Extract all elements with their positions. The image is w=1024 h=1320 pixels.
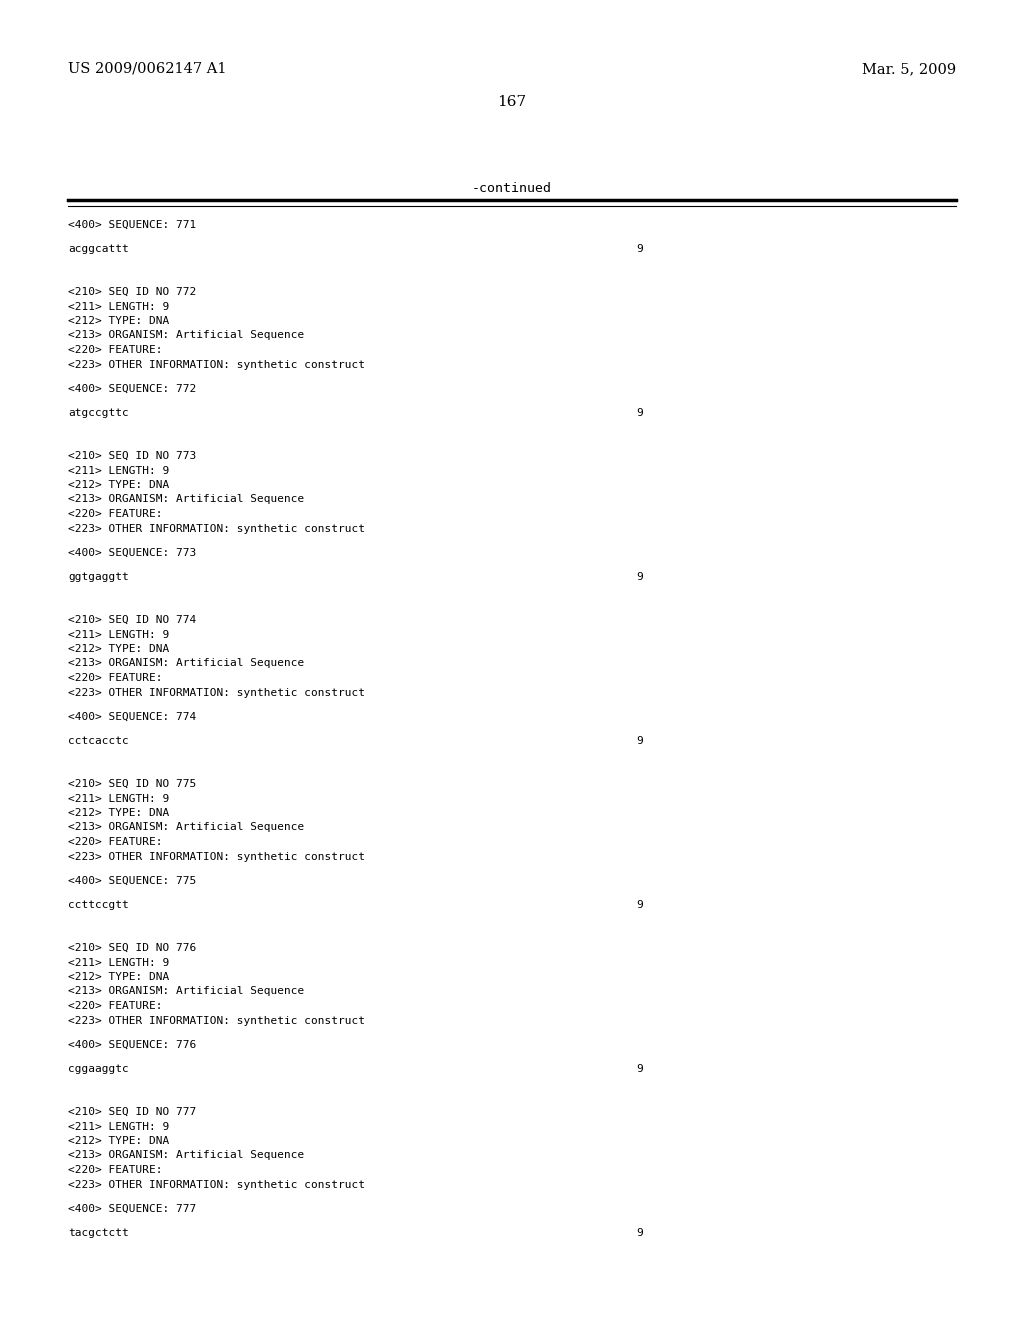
Text: <212> TYPE: DNA: <212> TYPE: DNA	[68, 480, 169, 490]
Text: <213> ORGANISM: Artificial Sequence: <213> ORGANISM: Artificial Sequence	[68, 659, 304, 668]
Text: acggcattt: acggcattt	[68, 244, 129, 255]
Text: <213> ORGANISM: Artificial Sequence: <213> ORGANISM: Artificial Sequence	[68, 822, 304, 833]
Text: <213> ORGANISM: Artificial Sequence: <213> ORGANISM: Artificial Sequence	[68, 986, 304, 997]
Text: 9: 9	[636, 244, 643, 255]
Text: US 2009/0062147 A1: US 2009/0062147 A1	[68, 62, 226, 77]
Text: <400> SEQUENCE: 777: <400> SEQUENCE: 777	[68, 1204, 197, 1214]
Text: <220> FEATURE:: <220> FEATURE:	[68, 673, 163, 682]
Text: <400> SEQUENCE: 772: <400> SEQUENCE: 772	[68, 384, 197, 393]
Text: <400> SEQUENCE: 775: <400> SEQUENCE: 775	[68, 876, 197, 886]
Text: <223> OTHER INFORMATION: synthetic construct: <223> OTHER INFORMATION: synthetic const…	[68, 359, 365, 370]
Text: <211> LENGTH: 9: <211> LENGTH: 9	[68, 793, 169, 804]
Text: <212> TYPE: DNA: <212> TYPE: DNA	[68, 644, 169, 653]
Text: <210> SEQ ID NO 777: <210> SEQ ID NO 777	[68, 1107, 197, 1117]
Text: <211> LENGTH: 9: <211> LENGTH: 9	[68, 466, 169, 475]
Text: <213> ORGANISM: Artificial Sequence: <213> ORGANISM: Artificial Sequence	[68, 495, 304, 504]
Text: <210> SEQ ID NO 775: <210> SEQ ID NO 775	[68, 779, 197, 789]
Text: <223> OTHER INFORMATION: synthetic construct: <223> OTHER INFORMATION: synthetic const…	[68, 851, 365, 862]
Text: <220> FEATURE:: <220> FEATURE:	[68, 510, 163, 519]
Text: <223> OTHER INFORMATION: synthetic construct: <223> OTHER INFORMATION: synthetic const…	[68, 1180, 365, 1189]
Text: 9: 9	[636, 1229, 643, 1238]
Text: <220> FEATURE:: <220> FEATURE:	[68, 1166, 163, 1175]
Text: <213> ORGANISM: Artificial Sequence: <213> ORGANISM: Artificial Sequence	[68, 330, 304, 341]
Text: <210> SEQ ID NO 776: <210> SEQ ID NO 776	[68, 942, 197, 953]
Text: 9: 9	[636, 900, 643, 911]
Text: <210> SEQ ID NO 772: <210> SEQ ID NO 772	[68, 286, 197, 297]
Text: 9: 9	[636, 1064, 643, 1074]
Text: 9: 9	[636, 408, 643, 418]
Text: <400> SEQUENCE: 773: <400> SEQUENCE: 773	[68, 548, 197, 558]
Text: <211> LENGTH: 9: <211> LENGTH: 9	[68, 957, 169, 968]
Text: <400> SEQUENCE: 774: <400> SEQUENCE: 774	[68, 711, 197, 722]
Text: <212> TYPE: DNA: <212> TYPE: DNA	[68, 1137, 169, 1146]
Text: -continued: -continued	[472, 182, 552, 195]
Text: <210> SEQ ID NO 773: <210> SEQ ID NO 773	[68, 451, 197, 461]
Text: <212> TYPE: DNA: <212> TYPE: DNA	[68, 972, 169, 982]
Text: <220> FEATURE:: <220> FEATURE:	[68, 1001, 163, 1011]
Text: atgccgttc: atgccgttc	[68, 408, 129, 418]
Text: <210> SEQ ID NO 774: <210> SEQ ID NO 774	[68, 615, 197, 624]
Text: Mar. 5, 2009: Mar. 5, 2009	[862, 62, 956, 77]
Text: <220> FEATURE:: <220> FEATURE:	[68, 837, 163, 847]
Text: ccttccgtt: ccttccgtt	[68, 900, 129, 911]
Text: <213> ORGANISM: Artificial Sequence: <213> ORGANISM: Artificial Sequence	[68, 1151, 304, 1160]
Text: <211> LENGTH: 9: <211> LENGTH: 9	[68, 1122, 169, 1131]
Text: 9: 9	[636, 737, 643, 747]
Text: <223> OTHER INFORMATION: synthetic construct: <223> OTHER INFORMATION: synthetic const…	[68, 688, 365, 697]
Text: <400> SEQUENCE: 771: <400> SEQUENCE: 771	[68, 220, 197, 230]
Text: <223> OTHER INFORMATION: synthetic construct: <223> OTHER INFORMATION: synthetic const…	[68, 1015, 365, 1026]
Text: cggaaggtc: cggaaggtc	[68, 1064, 129, 1074]
Text: <211> LENGTH: 9: <211> LENGTH: 9	[68, 630, 169, 639]
Text: 9: 9	[636, 573, 643, 582]
Text: <220> FEATURE:: <220> FEATURE:	[68, 345, 163, 355]
Text: 167: 167	[498, 95, 526, 110]
Text: tacgctctt: tacgctctt	[68, 1229, 129, 1238]
Text: <211> LENGTH: 9: <211> LENGTH: 9	[68, 301, 169, 312]
Text: <223> OTHER INFORMATION: synthetic construct: <223> OTHER INFORMATION: synthetic const…	[68, 524, 365, 533]
Text: ggtgaggtt: ggtgaggtt	[68, 573, 129, 582]
Text: cctcacctc: cctcacctc	[68, 737, 129, 747]
Text: <212> TYPE: DNA: <212> TYPE: DNA	[68, 315, 169, 326]
Text: <212> TYPE: DNA: <212> TYPE: DNA	[68, 808, 169, 818]
Text: <400> SEQUENCE: 776: <400> SEQUENCE: 776	[68, 1040, 197, 1049]
